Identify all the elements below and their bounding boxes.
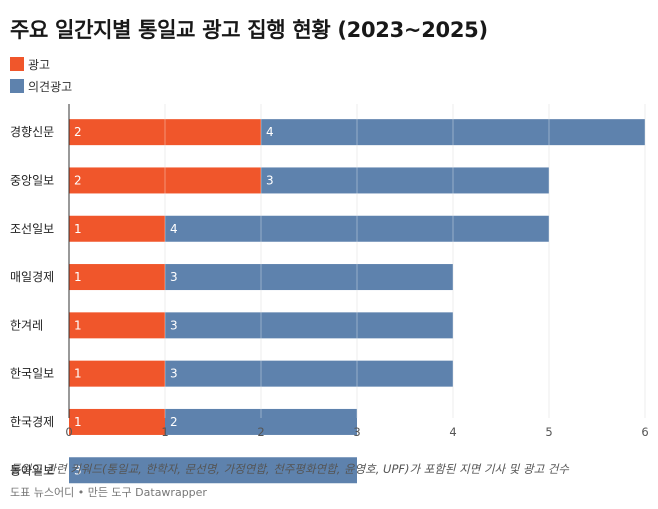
chart-title: 주요 일간지별 통일교 광고 집행 현황 (2023~2025) [10, 18, 488, 42]
legend-label-opinion-ad: 의견광고 [28, 79, 73, 94]
legend: 광고 의견광고 [10, 54, 72, 98]
bar-value-label: 3 [74, 463, 82, 477]
x-tick-label: 0 [65, 425, 72, 439]
category-label: 매일경제 [10, 270, 54, 284]
x-tick-label: 1 [161, 425, 168, 439]
x-tick-label: 2 [257, 425, 264, 439]
bar-segment-opinion-ad [261, 167, 549, 194]
bar-segment-opinion-ad [69, 457, 357, 484]
legend-item-ad: 광고 [10, 54, 72, 74]
chart-source: 도표 뉴스어디 • 만든 도구 Datawrapper [10, 486, 207, 499]
bar-value-label: 2 [170, 415, 178, 429]
category-label: 한겨레 [10, 318, 43, 332]
legend-swatch-opinion-ad [10, 79, 24, 93]
legend-label-ad: 광고 [28, 57, 51, 72]
bar-value-label: 1 [74, 270, 82, 284]
category-label: 한국경제 [10, 415, 54, 429]
bar-segment-opinion-ad [165, 360, 453, 387]
bar-value-label: 3 [170, 270, 178, 284]
bar-value-label: 2 [74, 173, 82, 187]
legend-item-opinion-ad: 의견광고 [10, 76, 72, 96]
bar-value-label: 1 [74, 415, 82, 429]
x-tick-label: 6 [641, 425, 648, 439]
bar-value-label: 4 [266, 125, 274, 139]
bar-segment-ad [69, 360, 165, 387]
legend-swatch-ad [10, 57, 24, 71]
bar-value-label: 1 [74, 318, 82, 332]
bar-segment-ad [69, 312, 165, 339]
category-label: 중앙일보 [10, 173, 54, 187]
category-label: 동아일보 [10, 463, 54, 477]
bar-segment-ad [69, 119, 261, 146]
bar-segment-opinion-ad [165, 408, 357, 435]
x-tick-label: 5 [545, 425, 552, 439]
x-tick-label: 3 [353, 425, 360, 439]
bar-segment-ad [69, 408, 165, 435]
chart-note: 통일교 관련 키워드(통일교, 한학자, 문선명, 가정연합, 천주평화연합, … [10, 462, 569, 476]
category-label: 조선일보 [10, 222, 54, 236]
bar-value-label: 3 [266, 173, 274, 187]
bar-segment-ad [69, 264, 165, 291]
bar-segment-ad [69, 167, 261, 194]
bar-value-label: 3 [170, 367, 178, 381]
bar-segment-opinion-ad [261, 119, 645, 146]
x-tick-label: 4 [449, 425, 456, 439]
bar-value-label: 1 [74, 367, 82, 381]
bar-value-label: 4 [170, 222, 178, 236]
bar-segment-opinion-ad [165, 215, 549, 242]
bar-segment-opinion-ad [165, 312, 453, 339]
category-label: 경향신문 [10, 125, 54, 139]
bar-segment-ad [69, 215, 165, 242]
bar-value-label: 2 [74, 125, 82, 139]
bar-segment-opinion-ad [165, 264, 453, 291]
bar-value-label: 3 [170, 318, 178, 332]
bar-value-label: 1 [74, 222, 82, 236]
category-label: 한국일보 [10, 367, 54, 381]
